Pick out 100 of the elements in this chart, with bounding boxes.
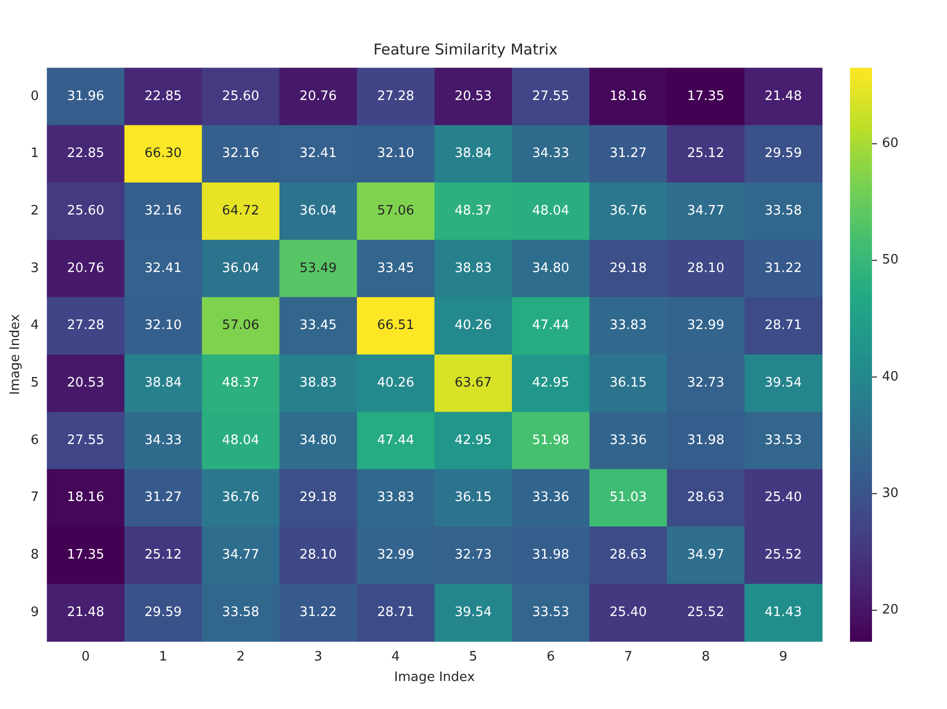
data-label: 48.04 — [222, 432, 260, 448]
data-label: 36.15 — [454, 490, 492, 506]
y-tick-label: 9 — [30, 604, 39, 620]
data-label: 34.80 — [300, 432, 337, 448]
data-label: 32.73 — [687, 376, 724, 391]
data-label: 31.96 — [67, 88, 104, 104]
data-label: 25.12 — [144, 548, 182, 563]
data-label: 51.98 — [532, 432, 570, 448]
data-label: 28.63 — [687, 490, 724, 506]
data-label: 33.36 — [532, 490, 570, 506]
data-label: 25.40 — [610, 604, 647, 620]
data-label: 57.06 — [377, 204, 414, 219]
data-label: 48.37 — [222, 376, 260, 391]
color-bar-label: 30 — [882, 486, 899, 502]
data-label: 32.99 — [687, 318, 724, 334]
data-label: 33.58 — [764, 204, 802, 219]
data-label: 25.60 — [222, 88, 260, 104]
data-label: 34.33 — [532, 146, 570, 162]
data-label: 32.10 — [377, 146, 414, 162]
data-label: 40.26 — [454, 318, 492, 334]
data-label: 53.49 — [300, 260, 337, 276]
x-axis-title: Image Index — [394, 670, 476, 685]
data-label: 29.59 — [144, 604, 182, 620]
y-tick-label: 7 — [30, 490, 39, 506]
data-label: 38.84 — [454, 146, 492, 162]
data-label: 17.35 — [687, 88, 724, 104]
x-tick-label: 8 — [702, 649, 710, 664]
y-tick-label: 5 — [30, 376, 39, 391]
data-label: 31.27 — [144, 490, 182, 506]
y-tick-label: 8 — [30, 548, 39, 563]
data-label: 36.76 — [222, 490, 260, 506]
y-tick-label: 2 — [30, 204, 39, 219]
data-label: 32.99 — [377, 548, 414, 563]
data-label: 20.53 — [67, 376, 104, 391]
data-label: 29.18 — [300, 490, 337, 506]
data-label: 66.51 — [377, 318, 414, 334]
data-label: 33.83 — [610, 318, 647, 334]
x-tick-label: 2 — [236, 649, 245, 664]
data-label: 31.98 — [687, 432, 724, 448]
data-label: 18.16 — [67, 490, 104, 506]
data-label: 29.18 — [610, 260, 647, 276]
x-tick-label: 4 — [392, 649, 400, 664]
data-label: 21.48 — [67, 604, 104, 620]
color-bar-label: 50 — [882, 252, 899, 268]
x-tick-label: 9 — [779, 649, 788, 664]
data-label: 32.16 — [144, 204, 182, 219]
y-tick-label: 0 — [30, 88, 39, 104]
data-label: 31.27 — [610, 146, 647, 162]
data-label: 33.83 — [377, 490, 414, 506]
data-label: 33.36 — [610, 432, 647, 448]
data-label: 36.04 — [222, 260, 260, 276]
data-label: 25.52 — [687, 604, 724, 620]
data-label: 38.83 — [300, 376, 337, 391]
data-label: 27.28 — [67, 318, 104, 334]
data-label: 21.48 — [764, 88, 802, 104]
y-axis-title: Image Index — [8, 314, 24, 395]
data-label: 57.06 — [222, 318, 260, 334]
data-label: 31.22 — [300, 604, 337, 620]
data-label: 28.63 — [610, 548, 647, 563]
x-tick-label: 7 — [624, 649, 632, 664]
data-label: 32.41 — [300, 146, 337, 162]
data-label: 22.85 — [144, 88, 182, 104]
data-label: 32.41 — [144, 260, 182, 276]
data-label: 34.33 — [144, 432, 182, 448]
data-label: 33.58 — [222, 604, 260, 620]
color-bar-label: 20 — [882, 602, 899, 618]
data-label: 41.43 — [764, 604, 802, 620]
data-label: 32.16 — [222, 146, 260, 162]
data-label: 40.26 — [377, 376, 414, 391]
data-label: 28.10 — [300, 548, 337, 563]
data-label: 22.85 — [67, 146, 104, 162]
data-label: 38.84 — [144, 376, 182, 391]
data-label: 39.54 — [454, 604, 492, 620]
data-label: 42.95 — [532, 376, 570, 391]
x-tick-label: 3 — [314, 649, 322, 664]
data-label: 18.16 — [610, 88, 647, 104]
data-label: 48.04 — [532, 204, 570, 219]
data-label: 34.80 — [532, 260, 570, 276]
data-label: 28.71 — [764, 318, 802, 334]
data-label: 36.04 — [300, 204, 337, 219]
data-label: 34.77 — [687, 204, 724, 219]
data-label: 31.98 — [532, 548, 570, 563]
data-label: 34.97 — [687, 548, 724, 563]
data-label: 28.10 — [687, 260, 724, 276]
data-label: 42.95 — [454, 432, 492, 448]
data-label: 29.59 — [764, 146, 802, 162]
data-label: 48.37 — [454, 204, 492, 219]
color-bar-label: 60 — [882, 136, 899, 152]
data-label: 25.40 — [764, 490, 802, 506]
data-label: 25.12 — [687, 146, 724, 162]
data-label: 33.45 — [377, 260, 414, 276]
y-tick-label: 1 — [30, 146, 39, 162]
data-label: 33.45 — [300, 318, 337, 334]
data-label: 33.53 — [764, 432, 802, 448]
y-tick-label: 6 — [30, 432, 39, 448]
data-label: 20.76 — [67, 260, 104, 276]
data-label: 36.76 — [610, 204, 647, 219]
data-label: 27.55 — [67, 432, 104, 448]
data-label: 25.60 — [67, 204, 104, 219]
data-label: 47.44 — [532, 318, 570, 334]
